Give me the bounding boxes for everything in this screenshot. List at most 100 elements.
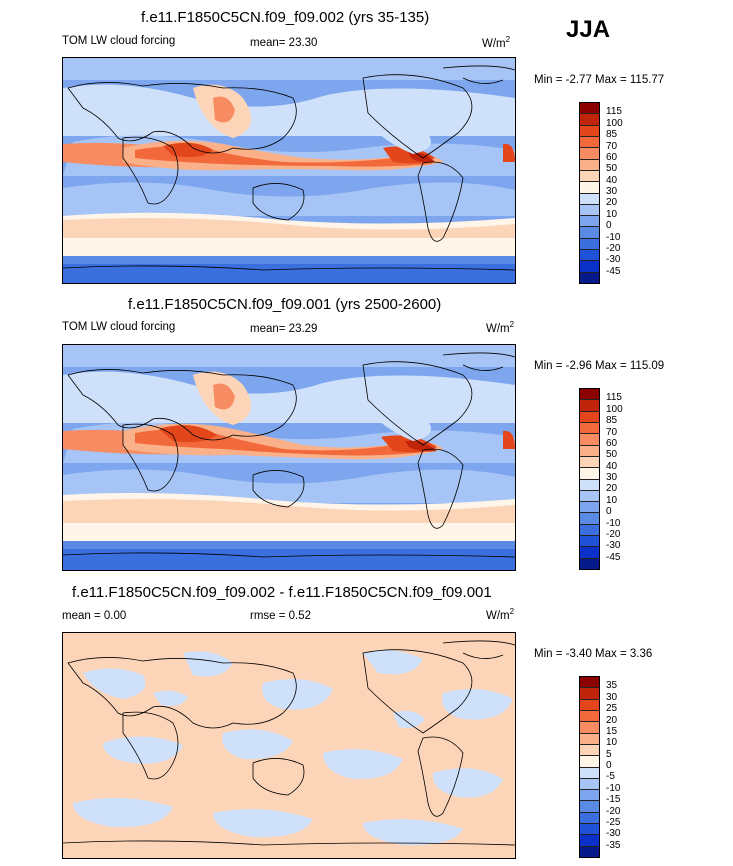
panel-1-contour-field	[63, 58, 515, 283]
panel-3-minmax: Min = -3.40 Max = 3.36	[534, 648, 653, 660]
panel-2-units: W/m2	[486, 320, 515, 335]
tick-label: -10	[606, 782, 621, 794]
tick-label: 70	[606, 426, 618, 438]
panel-1-swatch-11	[580, 216, 599, 228]
panel-1-map	[62, 57, 516, 284]
panel-2-variable-label: TOM LW cloud forcing	[62, 321, 176, 333]
tick-label: 20	[606, 483, 618, 495]
panel-3-swatch-5	[580, 722, 599, 734]
panel-2-swatch-3	[580, 411, 599, 423]
tick-label: 115	[606, 106, 622, 118]
panel-1-swatch-4	[580, 136, 599, 149]
panel-1-swatch-7	[580, 170, 599, 183]
panel-1-minmax: Min = -2.77 Max = 115.77	[534, 74, 665, 86]
tick-label: 10	[606, 208, 618, 220]
panel-1-title: f.e11.F1850C5CN.f09_f09.002 (yrs 35-135)	[141, 9, 430, 26]
tick-label: -45	[606, 265, 621, 277]
panel-1-swatch-9	[580, 193, 599, 205]
panel-2-swatch-8	[580, 468, 599, 480]
tick-label: -20	[606, 242, 621, 254]
tick-label: 85	[606, 129, 618, 141]
tick-label: 60	[606, 437, 618, 449]
tick-label: 10	[606, 494, 618, 506]
panel-3-contour-field	[63, 633, 515, 858]
panel-1-swatch-3	[580, 125, 599, 137]
panel-2-swatch-11	[580, 502, 599, 514]
panel-3-swatch-14	[580, 824, 599, 836]
panel-2-swatch-10	[580, 490, 599, 503]
tick-label: -30	[606, 254, 621, 266]
tick-label: 85	[606, 415, 618, 427]
panel-1-swatch-14	[580, 250, 599, 262]
panel-2-swatch-12	[580, 513, 599, 525]
tick-label: 115	[606, 392, 622, 404]
panel-3-swatch-12	[580, 801, 599, 813]
panel-1-swatch-2	[580, 114, 599, 126]
panel-1-swatch-1	[580, 103, 599, 115]
panel-3-swatch-10	[580, 778, 599, 791]
tick-label: 30	[606, 691, 618, 703]
tick-label: -20	[606, 528, 621, 540]
tick-label: -5	[606, 771, 615, 783]
panel-3-colorbar	[579, 676, 600, 858]
panel-3-swatch-9	[580, 767, 599, 779]
panel-1-swatch-5	[580, 148, 599, 160]
tick-label: 30	[606, 186, 618, 197]
panel-2-swatch-6	[580, 445, 599, 457]
panel-3-rmse: rmse = 0.52	[250, 610, 312, 622]
panel-3-units: W/m2	[486, 607, 515, 622]
tick-label: -45	[606, 551, 621, 563]
tick-label: 0	[606, 506, 612, 518]
panel-1-swatch-12	[580, 227, 599, 239]
tick-label: 35	[606, 680, 618, 692]
tick-label: 20	[606, 714, 618, 726]
panel-1-swatch-6	[580, 159, 599, 171]
panel-3-map	[62, 632, 516, 859]
panel-2-swatch-7	[580, 456, 599, 469]
panel-3-title: f.e11.F1850C5CN.f09_f09.002 - f.e11.F185…	[72, 584, 492, 601]
panel-3-swatch-6	[580, 733, 599, 745]
panel-2-colorbar	[579, 388, 600, 570]
tick-label: 40	[606, 460, 618, 472]
tick-label: 50	[606, 163, 618, 175]
tick-label: -25	[606, 816, 621, 828]
panel-2-swatch-15	[580, 547, 599, 559]
tick-label: 20	[606, 197, 618, 209]
panel-3-swatch-2	[580, 688, 599, 700]
tick-label: 0	[606, 220, 612, 232]
panel-1-swatch-10	[580, 204, 599, 217]
tick-label: -30	[606, 828, 621, 840]
panel-1-swatch-15	[580, 261, 599, 273]
panel-3-swatch-13	[580, 812, 599, 825]
tick-label: -30	[606, 540, 621, 552]
panel-2-map	[62, 344, 516, 571]
panel-3-swatch-1	[580, 677, 599, 689]
tick-label: 0	[606, 760, 612, 771]
panel-3-swatch-7	[580, 744, 599, 757]
panel-3-swatch-11	[580, 790, 599, 802]
tick-label: -10	[606, 517, 621, 529]
panel-2-swatch-2	[580, 400, 599, 412]
panel-2-swatch-5	[580, 434, 599, 446]
tick-label: 30	[606, 472, 618, 483]
panel-1-mean: mean= 23.30	[250, 37, 318, 49]
tick-label: 60	[606, 151, 618, 163]
panel-1-swatch-8	[580, 182, 599, 194]
panel-2-title: f.e11.F1850C5CN.f09_f09.001 (yrs 2500-26…	[128, 296, 442, 313]
panel-2-swatch-9	[580, 479, 599, 491]
tick-label: -10	[606, 231, 621, 243]
panel-2-mean: mean= 23.29	[250, 323, 318, 335]
panel-2-swatch-4	[580, 422, 599, 435]
tick-label: -20	[606, 805, 621, 817]
panel-1-swatch-16	[580, 272, 599, 283]
panel-3-swatch-15	[580, 835, 599, 847]
panel-2-contour-field	[63, 345, 515, 570]
panel-3-swatch-8	[580, 756, 599, 768]
panel-1-units: W/m2	[482, 35, 511, 50]
tick-label: -15	[606, 794, 621, 806]
tick-label: 40	[606, 174, 618, 186]
panel-1-swatch-13	[580, 238, 599, 251]
tick-label: 100	[606, 403, 623, 415]
tick-label: 25	[606, 703, 618, 715]
panel-1-variable-label: TOM LW cloud forcing	[62, 35, 176, 47]
